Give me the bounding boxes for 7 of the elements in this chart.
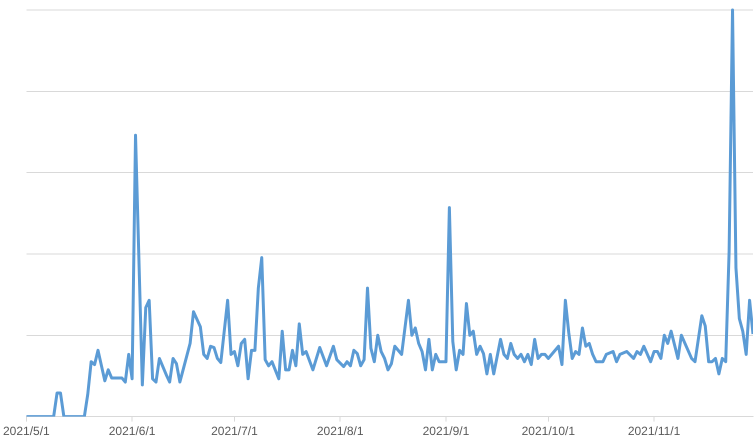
x-tick-label: 2021/5/1: [2, 424, 50, 438]
x-tick-label: 2021/11/1: [628, 424, 681, 438]
x-tick-label: 2021/9/1: [422, 424, 470, 438]
x-tick-label: 2021/6/1: [108, 424, 156, 438]
x-tick-label: 2021/8/1: [316, 424, 364, 438]
x-tick-label: 2021/10/1: [522, 424, 576, 438]
x-tick-label: 2021/7/1: [211, 424, 258, 438]
